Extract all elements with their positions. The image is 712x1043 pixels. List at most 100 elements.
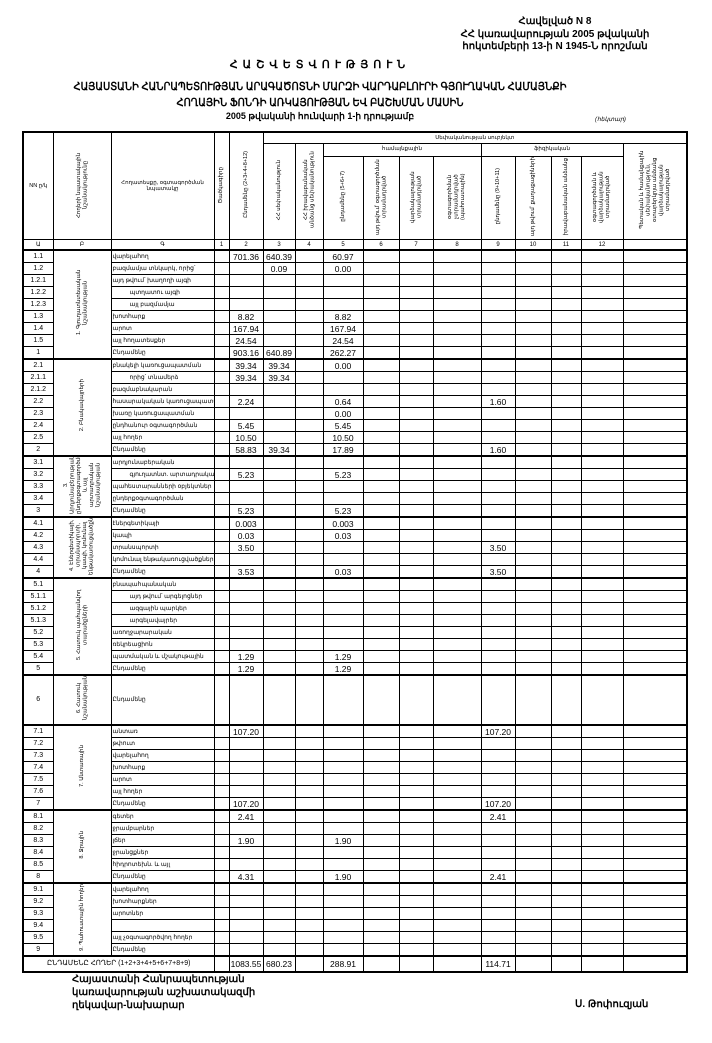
value-cell [514,870,552,884]
value-cell [262,577,296,591]
value-cell [514,516,552,530]
total-value [432,955,482,973]
header-c7: օգտագործման չտրամադրված (պահուստային) [432,155,482,240]
value-cell [398,773,434,786]
header-c5: այդ թվում՝ օգտագործման տրամադրված [362,155,400,240]
header-category: Հողերի նպատակային նշանակությունը [52,131,112,240]
value-cell [480,882,516,896]
value-cell [514,674,552,726]
value-cell [514,858,552,871]
value-cell [362,602,400,615]
value-cell [262,407,296,420]
value-cell [432,773,482,786]
value-cell [550,249,582,263]
value-cell [228,614,264,627]
value-cell [322,724,364,738]
column-number: 2 [228,239,264,251]
table-row: 8.3 լճեր 1.90 1.90 [22,834,688,847]
value-cell [622,895,688,908]
category-label: 5. Հատուկ պահպանվող տարածքների [52,577,112,676]
value-cell [432,443,482,457]
value-cell [432,870,482,884]
value-cell [622,249,688,263]
category-label-text: 2. Բնակավայրերի [78,379,85,432]
value-cell [580,870,624,884]
value-cell [514,431,552,444]
value-cell [480,492,516,505]
value-cell [398,809,434,823]
value-cell [580,674,624,726]
value-cell [550,395,582,408]
header-c8: ընդամենը (9+10+11) [480,155,516,240]
value-cell [580,371,624,384]
table-row: 5.3 ռեկրեացիոն [22,638,688,651]
value-cell [514,565,552,579]
value-cell: 0.03 [322,565,364,579]
value-cell [262,822,296,835]
value-cell [480,310,516,323]
value-cell: 24.54 [228,334,264,347]
value-cell [362,858,400,871]
value-cell [514,249,552,263]
column-number: 10 [514,239,552,251]
value-cell [432,286,482,299]
row-code: 5.3 [22,638,54,651]
value-cell [622,431,688,444]
value-cell [622,286,688,299]
value-cell [398,249,434,263]
value-cell [622,626,688,639]
row-code: 4.2 [22,529,54,542]
row-unit-code [213,504,230,518]
value-cell [622,334,688,347]
value-cell [294,919,324,932]
value-cell [322,541,364,554]
value-cell [550,492,582,505]
value-cell [514,286,552,299]
value-cell [480,383,516,396]
value-cell [262,395,296,408]
value-cell: 0.64 [322,395,364,408]
value-cell [580,358,624,372]
value-cell [262,638,296,651]
value-cell [432,834,482,847]
value-cell [550,480,582,493]
value-cell [262,797,296,811]
document-subtitle: ՀԱՅԱՍՏԱՆԻ ՀԱՆՐԱՊԵՏՈՒԹՅԱՆ ԱՐԱԳԱԾՈՏՆԻ ՄԱՐԶ… [73,81,567,93]
value-cell [480,674,516,726]
table-row: 1.2.2 պտղատու այգի [22,286,688,299]
value-cell [580,492,624,505]
value-cell [262,553,296,566]
category-label-text: 9. Պահուստային հողեր [78,884,85,951]
value-cell [480,785,516,798]
value-cell [294,565,324,579]
table-row: 7.1 7. Անտառային անտառ 107.20 107.20 [22,724,688,811]
value-cell [294,895,324,908]
row-name: պահեստարանների օբյեկտներ [110,480,215,493]
value-cell [580,310,624,323]
value-cell [398,724,434,738]
value-cell [294,650,324,663]
value-cell [550,870,582,884]
value-cell [480,907,516,920]
value-cell [322,737,364,750]
table-row: 7.5 արոտ [22,773,688,786]
value-cell: 2.41 [480,809,516,823]
category-label-text: 5. Հատուկ պահպանվող տարածքների [75,589,89,660]
table-row: 2 Ընդամենը 58.83 39.34 17.89 1.60 [22,443,688,457]
annex-reference: Հավելված N 8 ՀՀ կառավարության 2005 թվակա… [430,16,680,54]
row-name: ազգային պարկեր [110,602,215,615]
value-cell [362,785,400,798]
value-cell [398,577,434,591]
row-unit-code [213,614,230,627]
value-cell [432,298,482,311]
row-name: որից՝ տնամերձ [110,371,215,384]
table-row: 1 Ընդամենը 903.16 640.89 262.27 [22,346,688,360]
value-cell [580,395,624,408]
value-cell [398,943,434,957]
row-unit-code [213,785,230,798]
table-row: 8.4 ջրանցքներ [22,846,688,859]
value-cell: 39.34 [228,371,264,384]
value-cell [550,749,582,762]
row-unit-code [213,431,230,444]
value-cell [550,262,582,275]
